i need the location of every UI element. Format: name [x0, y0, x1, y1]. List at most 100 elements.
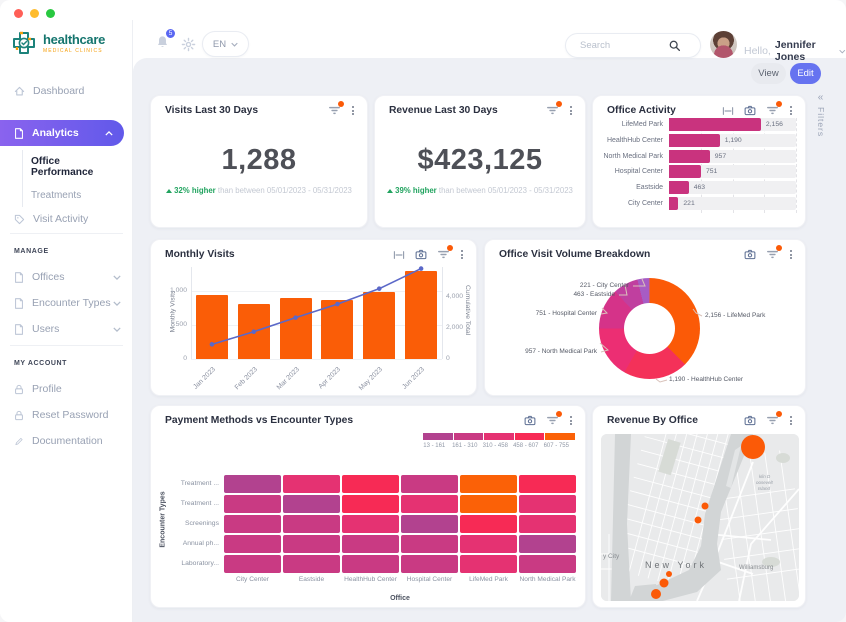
heatmap-cell[interactable]: [224, 535, 281, 553]
filter-icon[interactable]: [765, 101, 782, 117]
heatmap-cell[interactable]: [401, 515, 458, 533]
sidebar-item-encounter-types[interactable]: Encounter Types: [0, 292, 133, 314]
minimize-window-icon[interactable]: [30, 9, 39, 18]
heatmap-cell[interactable]: [224, 555, 281, 573]
bar[interactable]: [321, 299, 354, 359]
filter-icon[interactable]: [436, 245, 453, 261]
filter-icon[interactable]: [765, 245, 782, 261]
kebab-menu-icon[interactable]: [567, 105, 575, 116]
save-image-icon[interactable]: [743, 414, 757, 427]
view-button[interactable]: View: [751, 63, 786, 84]
search-icon[interactable]: [668, 39, 681, 52]
bar[interactable]: [669, 197, 679, 210]
heatmap-cell[interactable]: [342, 495, 399, 513]
heatmap-cell[interactable]: [401, 475, 458, 493]
sidebar-subitem-office-performance[interactable]: Office Performance: [31, 156, 94, 178]
heatmap-cell[interactable]: [224, 475, 281, 493]
heatmap-cell[interactable]: [460, 515, 517, 533]
bar[interactable]: [669, 165, 701, 179]
sidebar-subitem-treatments[interactable]: Treatments: [31, 190, 82, 201]
close-window-icon[interactable]: [14, 9, 23, 18]
revenue-bubble[interactable]: [741, 435, 765, 459]
heatmap-cell[interactable]: [342, 515, 399, 533]
save-image-icon[interactable]: [414, 248, 428, 261]
filter-icon[interactable]: [545, 101, 562, 117]
heatmap-cell[interactable]: [519, 495, 576, 513]
heatmap-cell[interactable]: [283, 555, 340, 573]
sidebar-item-reset-password[interactable]: Reset Password: [0, 404, 133, 426]
search-input[interactable]: [566, 40, 666, 51]
heatmap-cell[interactable]: [401, 535, 458, 553]
revenue-bubble[interactable]: [694, 516, 702, 524]
kebab-menu-icon[interactable]: [349, 105, 357, 116]
heatmap-cell[interactable]: [342, 475, 399, 493]
heatmap-cell[interactable]: [401, 555, 458, 573]
resize-horizontal-icon[interactable]: [392, 248, 406, 261]
heatmap-cell[interactable]: [519, 535, 576, 553]
window-controls[interactable]: [14, 9, 55, 18]
cumulative-line[interactable]: [191, 264, 442, 362]
filter-icon[interactable]: [545, 411, 562, 427]
sidebar-item-users[interactable]: Users: [0, 318, 133, 340]
heatmap-cell[interactable]: [460, 535, 517, 553]
revenue-bubble[interactable]: [651, 589, 661, 599]
sidebar-item-documentation[interactable]: Documentation: [0, 430, 133, 452]
line-point[interactable]: [376, 286, 382, 291]
line-point[interactable]: [335, 301, 340, 307]
heatmap-cell[interactable]: [224, 515, 281, 533]
line-point[interactable]: [209, 342, 215, 347]
heatmap-cell[interactable]: [283, 535, 340, 553]
heatmap-cell[interactable]: [342, 555, 399, 573]
bar[interactable]: [363, 291, 396, 359]
kebab-menu-icon[interactable]: [458, 249, 466, 260]
user-menu[interactable]: Hello, Jennifer Jones: [744, 39, 846, 63]
settings-button[interactable]: [181, 37, 196, 57]
save-image-icon[interactable]: [743, 104, 757, 117]
line-point[interactable]: [293, 315, 298, 320]
revenue-bubble[interactable]: [666, 571, 672, 577]
resize-horizontal-icon[interactable]: [721, 104, 735, 117]
heatmap-cell[interactable]: [519, 555, 576, 573]
office-activity-plot[interactable]: LifeMed Park 2,156 HealthHub Center 1,190 No…: [593, 96, 805, 227]
notifications-button[interactable]: 5: [155, 27, 177, 56]
heatmap-cell[interactable]: [460, 495, 517, 513]
heatmap-cell[interactable]: [401, 495, 458, 513]
kebab-menu-icon[interactable]: [787, 249, 795, 260]
sidebar-item-offices[interactable]: Offices: [0, 266, 133, 288]
sidebar-item-analytics[interactable]: Analytics: [0, 120, 124, 146]
heatmap-cell[interactable]: [224, 495, 281, 513]
bar[interactable]: [279, 297, 312, 359]
bar[interactable]: [669, 133, 720, 147]
heatmap-cell[interactable]: [519, 475, 576, 493]
filter-icon[interactable]: [327, 101, 344, 117]
map-canvas[interactable]: New York Williamsburg y City klin D oose…: [601, 434, 799, 601]
heatmap-cell[interactable]: [460, 475, 517, 493]
map-bubbles[interactable]: [651, 435, 765, 599]
bar[interactable]: [669, 118, 761, 131]
heatmap-cell[interactable]: [283, 495, 340, 513]
heatmap-cell[interactable]: [283, 475, 340, 493]
heatmap-cell[interactable]: [519, 515, 576, 533]
sidebar-item-visit-activity[interactable]: Visit Activity: [0, 208, 133, 230]
heatmap-grid[interactable]: [224, 475, 576, 573]
bar[interactable]: [669, 181, 689, 195]
revenue-bubble[interactable]: [701, 502, 709, 510]
line-point[interactable]: [251, 329, 257, 335]
save-image-icon[interactable]: [523, 414, 537, 427]
bar[interactable]: [669, 149, 710, 163]
sidebar-item-dashboard[interactable]: Dashboard: [0, 80, 133, 102]
bar[interactable]: [195, 294, 228, 359]
kebab-menu-icon[interactable]: [787, 415, 795, 426]
edit-button[interactable]: Edit: [790, 63, 821, 84]
filters-panel-toggle[interactable]: « Filters: [815, 92, 826, 137]
line-point[interactable]: [418, 266, 424, 271]
kebab-menu-icon[interactable]: [567, 415, 575, 426]
heatmap-cell[interactable]: [460, 555, 517, 573]
save-image-icon[interactable]: [743, 248, 757, 261]
revenue-bubble[interactable]: [659, 578, 669, 588]
heatmap-cell[interactable]: [283, 515, 340, 533]
sidebar-item-profile[interactable]: Profile: [0, 378, 133, 400]
bar[interactable]: [405, 271, 438, 359]
heatmap-cell[interactable]: [342, 535, 399, 553]
filter-icon[interactable]: [765, 411, 782, 427]
